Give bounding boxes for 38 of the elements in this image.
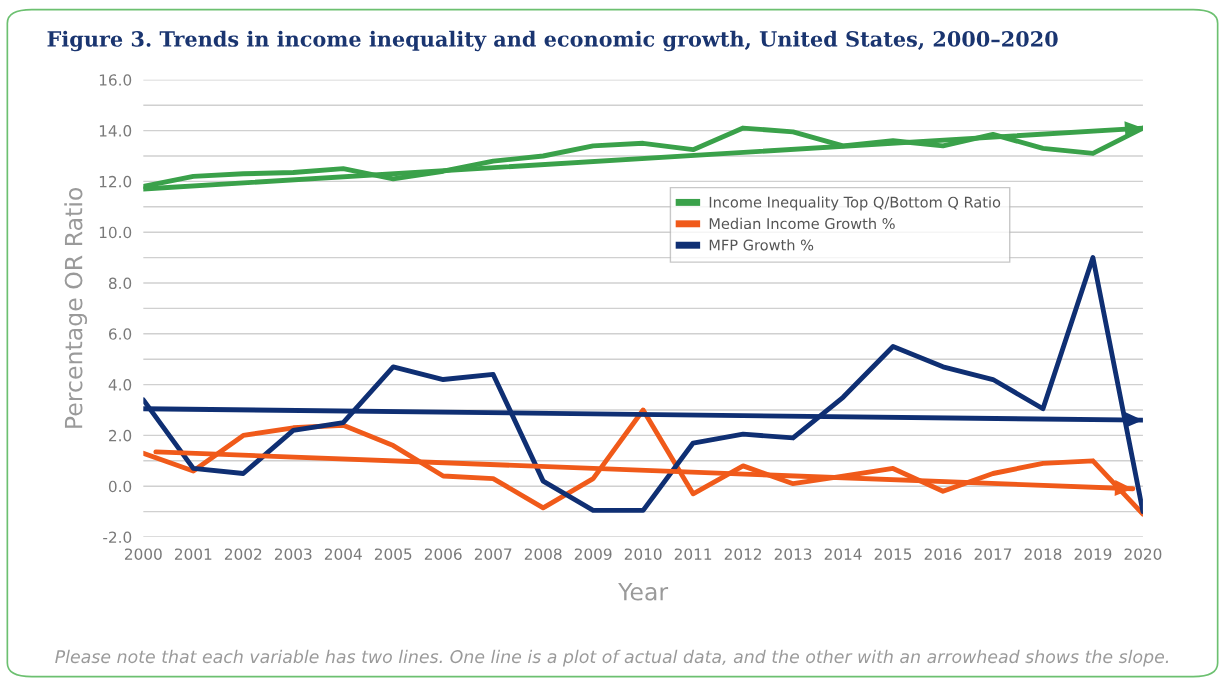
x-tick-label: 2002 <box>224 548 262 560</box>
text: Please note that each variable has two lines. One line is a plot of actual data, and the other with an arrowhead shows the slope. <box>55 649 1169 667</box>
x-tick-label: 2015 <box>874 548 912 560</box>
y-axis-title: Percentage OR Ratio <box>64 187 88 428</box>
y-tick-label: 14.0 <box>99 125 132 137</box>
x-tick-label: 2004 <box>324 548 362 560</box>
x-tick-label: 2018 <box>1024 548 1062 560</box>
x-tick-label: 2008 <box>524 548 562 560</box>
x-tick-label: 2016 <box>924 548 962 560</box>
y-tick-label: 8.0 <box>108 277 132 290</box>
x-tick-label: 2005 <box>374 548 412 560</box>
y-tick-label: 16.0 <box>99 74 132 86</box>
x-tick-label: 2019 <box>1074 548 1112 560</box>
legend-label: Income Inequality Top Q/Bottom Q Ratio <box>709 196 1001 211</box>
chart-title: Figure 3. Trends in income inequality and economic growth, United States, 2000–2020 <box>47 30 1058 52</box>
x-tick-label: 2020 <box>1124 548 1162 560</box>
x-tick-label: 2003 <box>274 548 312 560</box>
x-tick-label: 2009 <box>574 548 612 560</box>
x-tick-label: 2000 <box>125 548 162 560</box>
x-tick-label: 2010 <box>624 548 662 560</box>
y-tick-label: 12.0 <box>99 175 132 188</box>
y-tick-label: 10.0 <box>99 226 132 239</box>
legend-label: Median Income Growth % <box>709 217 895 230</box>
x-tick-label: 2011 <box>674 548 712 560</box>
x-tick-label: 2001 <box>174 548 212 560</box>
x-tick-label: 2014 <box>824 548 862 560</box>
x-axis-title: Year <box>618 583 669 601</box>
y-tick-label: 2.0 <box>109 429 132 442</box>
x-tick-label: 2006 <box>424 548 462 560</box>
legend-label: MFP Growth % <box>709 239 814 251</box>
y-tick-label: 0.0 <box>108 480 132 493</box>
y-tick-label: -2.0 <box>103 531 132 544</box>
y-tick-label: 6.0 <box>108 328 132 340</box>
x-tick-label: 2017 <box>974 548 1012 560</box>
x-tick-label: 2013 <box>774 548 812 560</box>
x-tick-label: 2012 <box>724 548 761 560</box>
x-tick-label: 2007 <box>474 548 512 560</box>
y-tick-label: 4.0 <box>108 379 132 391</box>
